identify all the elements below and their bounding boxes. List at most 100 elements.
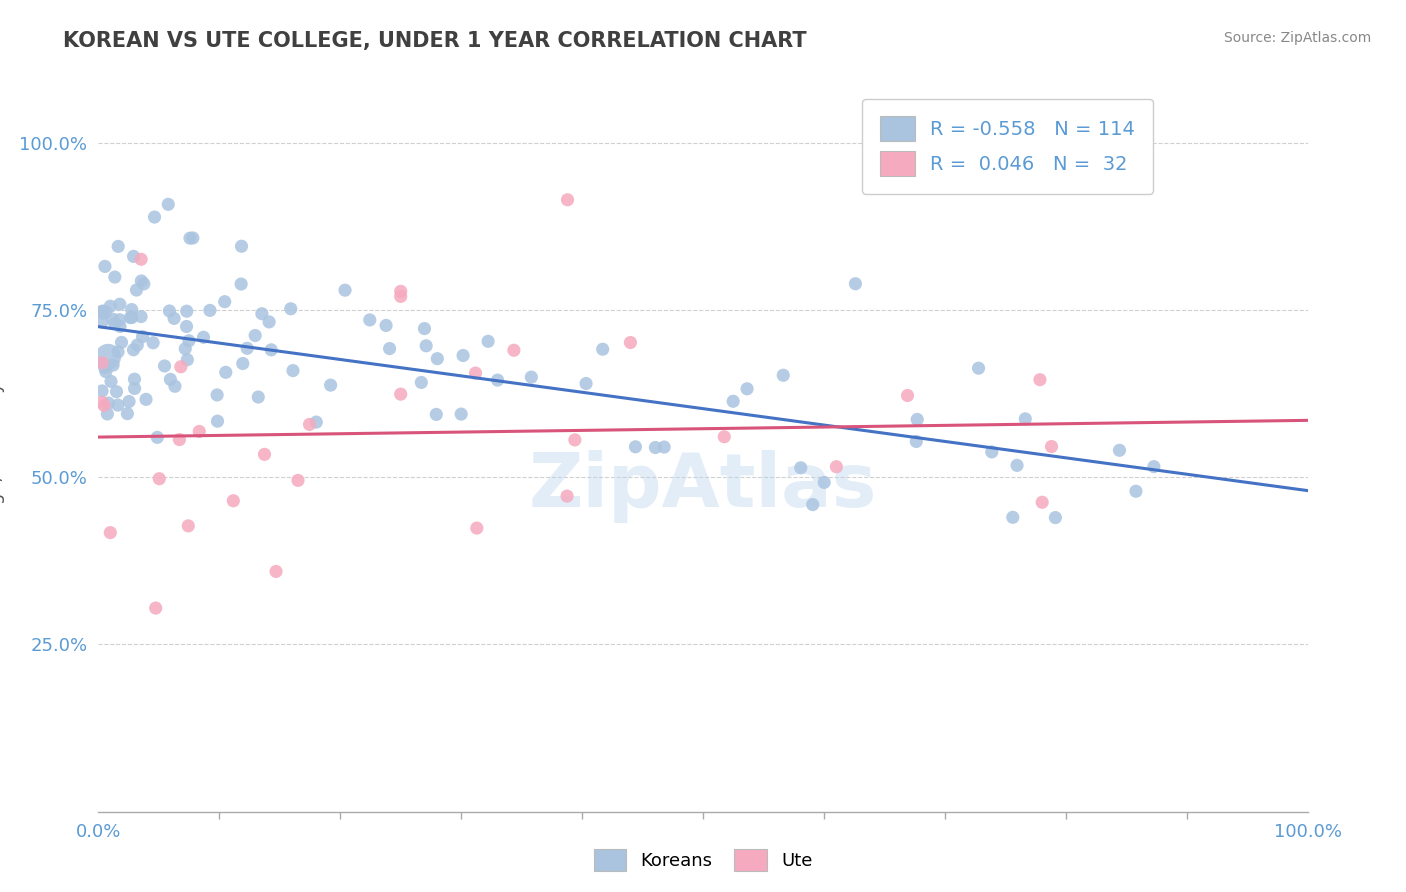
Point: [98, 299, 121, 313]
Point: [575, 376, 598, 391]
Point: [108, 312, 131, 326]
Point: [229, 277, 252, 291]
Point: [97, 350, 120, 364]
Point: [980, 445, 1002, 459]
Point: [93, 399, 115, 413]
Point: [132, 277, 155, 291]
Point: [91, 304, 114, 318]
Point: [389, 285, 412, 299]
Point: [375, 318, 398, 333]
Point: [825, 459, 848, 474]
Point: [232, 357, 254, 371]
Point: [163, 311, 186, 326]
Text: ZipAtlas: ZipAtlas: [529, 450, 877, 523]
Point: [486, 373, 509, 387]
Point: [713, 430, 735, 444]
Point: [93, 358, 115, 372]
Point: [333, 283, 356, 297]
Point: [257, 315, 280, 329]
Point: [91, 304, 114, 318]
Point: [91, 315, 114, 329]
Legend: Koreans, Ute: Koreans, Ute: [586, 842, 820, 879]
Point: [389, 387, 412, 401]
Point: [94, 365, 117, 379]
Point: [411, 376, 433, 390]
Point: [176, 304, 198, 318]
Point: [772, 368, 794, 383]
Point: [91, 306, 114, 320]
Point: [179, 231, 201, 245]
Point: [145, 601, 167, 615]
Point: [125, 283, 148, 297]
Point: [1005, 458, 1028, 473]
Point: [389, 289, 412, 303]
Point: [108, 297, 131, 311]
Point: [905, 412, 928, 426]
Point: [790, 460, 813, 475]
Point: [101, 358, 124, 372]
Point: [967, 361, 990, 376]
Point: [157, 197, 180, 211]
Point: [127, 338, 149, 352]
Point: [122, 343, 145, 357]
Point: [624, 440, 647, 454]
Point: [280, 301, 302, 316]
Point: [243, 328, 266, 343]
Point: [1001, 510, 1024, 524]
Point: [91, 384, 114, 398]
Point: [94, 360, 117, 375]
Point: [94, 305, 117, 319]
Point: [124, 381, 146, 395]
Point: [129, 310, 152, 324]
Legend: R = -0.558   N = 114, R =  0.046   N =  32: R = -0.558 N = 114, R = 0.046 N = 32: [862, 99, 1153, 194]
Text: Source: ZipAtlas.com: Source: ZipAtlas.com: [1223, 31, 1371, 45]
Point: [1031, 495, 1053, 509]
Point: [96, 407, 118, 421]
Point: [264, 565, 287, 579]
Point: [721, 394, 744, 409]
Point: [413, 321, 436, 335]
Point: [801, 498, 824, 512]
Point: [260, 343, 283, 357]
Point: [813, 475, 835, 490]
Point: [253, 447, 276, 461]
Point: [98, 525, 121, 540]
Point: [91, 395, 114, 409]
Point: [143, 210, 166, 224]
Point: [425, 408, 447, 422]
Point: [520, 370, 543, 384]
Point: [451, 349, 474, 363]
Point: [415, 339, 437, 353]
Point: [319, 378, 342, 392]
Point: [148, 472, 170, 486]
Point: [298, 417, 321, 432]
Point: [557, 193, 579, 207]
Point: [129, 252, 152, 267]
Point: [450, 407, 472, 421]
Point: [188, 425, 211, 439]
Point: [101, 312, 124, 326]
Point: [122, 249, 145, 263]
Y-axis label: College, Under 1 year: College, Under 1 year: [0, 352, 6, 549]
Point: [503, 343, 526, 358]
Point: [1045, 510, 1067, 524]
Point: [131, 274, 153, 288]
Point: [193, 330, 215, 344]
Point: [905, 434, 928, 449]
Point: [117, 407, 139, 421]
Point: [153, 359, 176, 373]
Point: [120, 310, 142, 325]
Point: [1040, 440, 1063, 454]
Point: [177, 519, 200, 533]
Point: [181, 231, 204, 245]
Point: [104, 317, 127, 331]
Point: [124, 372, 146, 386]
Point: [104, 270, 127, 285]
Point: [107, 398, 129, 412]
Point: [198, 303, 221, 318]
Point: [105, 384, 128, 399]
Point: [477, 334, 499, 349]
Point: [652, 440, 675, 454]
Point: [1125, 484, 1147, 499]
Point: [1029, 373, 1052, 387]
